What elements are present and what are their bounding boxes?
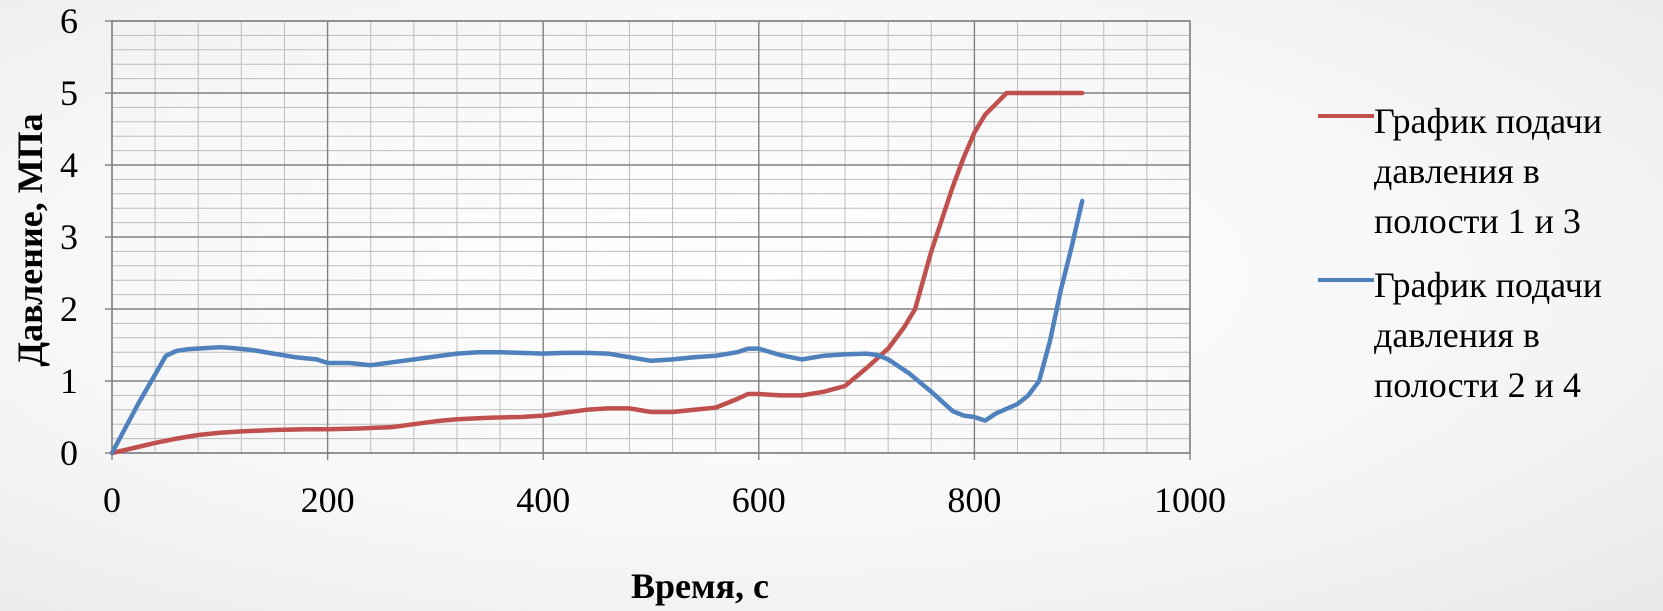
x-tick-label: 400 <box>516 480 570 520</box>
x-tick-label: 800 <box>947 480 1001 520</box>
chart-legend: График подачи давления в полости 1 и 3 Г… <box>1318 96 1658 424</box>
legend-item-series-2: График подачи давления в полости 2 и 4 <box>1318 260 1658 410</box>
y-axis-label: Давление, МПа <box>10 113 50 366</box>
legend-swatch-series-1 <box>1318 114 1374 118</box>
x-tick-label: 0 <box>103 480 121 520</box>
y-tick-label: 0 <box>60 433 78 473</box>
y-tick-label: 4 <box>60 145 78 185</box>
x-axis-ticks: 0 200 400 600 800 1000 <box>103 453 1226 520</box>
y-tick-label: 5 <box>60 73 78 113</box>
y-tick-label: 1 <box>60 361 78 401</box>
series-line-2 <box>109 198 1085 456</box>
legend-swatch-series-2 <box>1318 278 1374 282</box>
y-tick-label: 2 <box>60 289 78 329</box>
y-tick-label: 3 <box>60 217 78 257</box>
x-tick-label: 200 <box>301 480 355 520</box>
x-axis-label: Время, с <box>631 566 769 606</box>
series-lines <box>109 90 1085 456</box>
legend-label-series-2: График подачи давления в полости 2 и 4 <box>1374 265 1603 405</box>
legend-label-series-1: График подачи давления в полости 1 и 3 <box>1374 101 1603 241</box>
x-tick-label: 1000 <box>1154 480 1226 520</box>
legend-item-series-1: График подачи давления в полости 1 и 3 <box>1318 96 1658 246</box>
major-gridlines <box>111 20 1191 454</box>
y-axis-ticks: 0 1 2 3 4 5 6 <box>60 1 112 473</box>
x-tick-label: 600 <box>732 480 786 520</box>
y-tick-label: 6 <box>60 1 78 41</box>
series-line-1 <box>109 90 1085 456</box>
